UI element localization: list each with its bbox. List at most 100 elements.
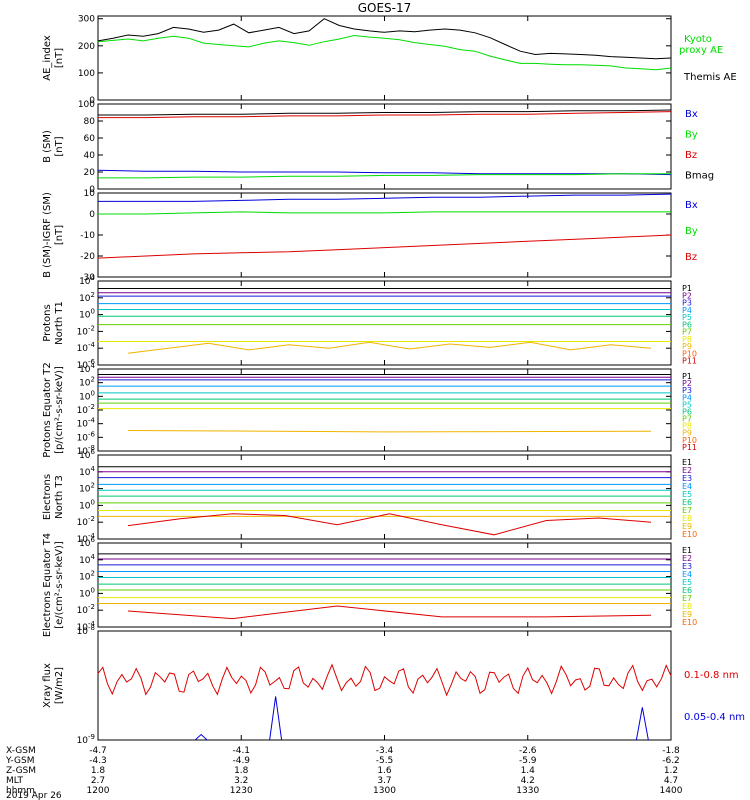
y-tick-label: 10-6 (77, 358, 96, 371)
legend-p3: P3 (682, 386, 692, 395)
y-axis-label: North T1 (54, 301, 65, 345)
y-axis-unit: [e/(cm²-s-sr-keV)] (54, 541, 65, 629)
ephemeris-value: 1.8 (91, 766, 106, 776)
legend-bmag: Bmag (685, 171, 714, 182)
ephemeris-value: 3.2 (234, 776, 248, 786)
legend-p6: P6 (682, 407, 692, 416)
series-line-bmag (98, 109, 672, 116)
legend-e5: E5 (682, 578, 692, 587)
y-tick-label: 104 (79, 362, 95, 375)
ephemeris-value: 1.2 (664, 766, 678, 776)
y-tick-label: 20 (84, 168, 96, 178)
ephemeris-value: -5.5 (376, 756, 394, 766)
legend-e3: E3 (682, 474, 692, 483)
ephemeris-value: 1200 (87, 786, 110, 796)
series-line-bz (98, 111, 672, 119)
legend-e3: E3 (682, 562, 692, 571)
panel-frame (97, 280, 672, 366)
y-tick-label: 100 (79, 498, 95, 511)
legend-bz: Bz (685, 150, 697, 161)
y-tick-label: 10-2 (77, 324, 95, 337)
y-tick-label: 10-8 (77, 624, 95, 637)
legend-bx: Bx (685, 200, 698, 211)
ephemeris-value: -2.6 (519, 746, 537, 756)
ephemeris-row-label: 2019 Apr 26 (6, 791, 62, 800)
y-tick-label: 0 (89, 210, 95, 220)
legend-p11: P11 (682, 357, 697, 366)
panel-frame (97, 454, 672, 540)
legend-kyoto: Kyoto (684, 34, 712, 45)
y-tick-label: 100 (79, 389, 95, 402)
legend-themis-ae: Themis AE (683, 72, 737, 83)
y-axis-unit: [nT] (54, 48, 65, 68)
legend-p7: P7 (682, 415, 692, 424)
series-line-0.1-0.8nm (97, 663, 672, 697)
y-tick-label: 80 (84, 117, 96, 127)
legend-e7: E7 (682, 594, 692, 603)
y-tick-label: 10-2 (77, 515, 95, 528)
legend-p1: P1 (682, 284, 692, 293)
y-tick-label: 10-4 (77, 341, 96, 354)
ephemeris-row-label: hhmm (6, 786, 35, 796)
legend-by: By (685, 130, 698, 141)
channel-line-low (127, 513, 652, 536)
legend-0.05-0.4nm: 0.05-0.4 nm (684, 712, 745, 723)
legend-p10: P10 (682, 349, 697, 358)
y-axis-label: AE_index (42, 35, 53, 81)
ephemeris-value: 1300 (373, 786, 396, 796)
y-tick-label: 60 (84, 134, 96, 144)
y-tick-label: 10 (84, 189, 96, 199)
ephemeris-value: 1230 (230, 786, 253, 796)
y-axis-label: Electrons Equator T4 (42, 533, 53, 637)
ephemeris-value: -4.9 (232, 756, 250, 766)
plot-title: GOES-17 (358, 1, 412, 15)
legend-p4: P4 (682, 306, 692, 315)
panel-7 (97, 542, 672, 628)
ephemeris-value: 4.2 (521, 776, 535, 786)
y-tick-label: -30 (80, 273, 95, 283)
y-tick-label: 104 (79, 465, 95, 478)
legend-e7: E7 (682, 506, 692, 515)
y-tick-label: 100 (79, 586, 95, 599)
legend-p9: P9 (682, 342, 692, 351)
panel-1 (97, 15, 672, 101)
panel-8 (97, 630, 672, 741)
legend-e6: E6 (682, 498, 692, 507)
legend-bz: Bz (685, 252, 697, 263)
ephemeris-row-label: X-GSM (6, 746, 36, 756)
y-tick-label: 102 (79, 376, 95, 389)
ephemeris-value: 1.4 (521, 766, 536, 776)
ephemeris-row-label: Z-GSM (6, 766, 36, 776)
ephemeris-value: 4.7 (664, 776, 678, 786)
y-tick-label: 40 (84, 151, 96, 161)
y-tick-label: -10 (80, 231, 95, 241)
legend-p8: P8 (682, 335, 692, 344)
y-tick-label: 104 (79, 553, 95, 566)
panel-frame (97, 192, 672, 278)
y-tick-label: 10-4 (77, 532, 96, 545)
legend-0.1-0.8nm: 0.1-0.8 nm (684, 670, 739, 681)
ephemeris-value: -5.9 (519, 756, 537, 766)
legend-e2: E2 (682, 554, 692, 563)
ephemeris-value: 3.7 (377, 776, 391, 786)
y-tick-label: 102 (79, 482, 95, 495)
series-line-bz (97, 234, 672, 259)
ephemeris-value: -6.2 (662, 756, 680, 766)
legend-p4: P4 (682, 393, 692, 402)
channel-line-low (127, 341, 652, 354)
legend-e2: E2 (682, 466, 692, 475)
y-tick-label: 102 (79, 570, 95, 583)
legend-p8: P8 (682, 422, 692, 431)
y-axis-label: B (SM)-IGRF (SM) (42, 192, 53, 278)
y-tick-label: 200 (78, 42, 95, 52)
y-tick-label: 10-8 (77, 444, 95, 457)
panel-frame (97, 542, 672, 628)
series-line-themis-ae (97, 18, 672, 60)
y-tick-label: 10-6 (77, 430, 96, 443)
y-axis-label: Xray flux (42, 663, 53, 708)
legend-e1: E1 (682, 458, 692, 467)
y-axis-unit: [W/m2] (54, 667, 65, 704)
series-line-0.05-0.4nm (194, 733, 208, 741)
